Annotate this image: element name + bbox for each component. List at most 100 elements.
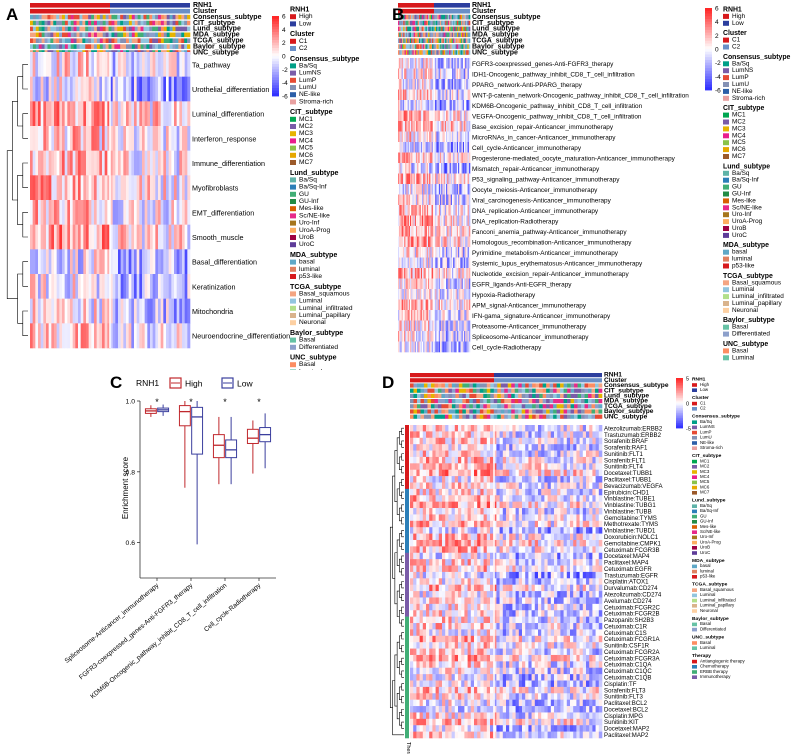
heatmap-cell (184, 298, 188, 324)
heatmap-cell (446, 89, 448, 101)
heatmap-cell (456, 341, 459, 353)
heatmap-cell (447, 184, 449, 195)
heatmap-cell (446, 58, 448, 69)
heatmap-cell (91, 224, 95, 250)
track-cell (415, 32, 417, 38)
heatmap-cell (509, 463, 513, 471)
heatmap-cell (412, 310, 414, 321)
heatmap-cell (422, 482, 427, 490)
heatmap-cell (518, 520, 523, 528)
track-cell (430, 50, 433, 55)
track-cell (143, 20, 147, 26)
heatmap-cell (408, 331, 411, 342)
heatmap-cell (43, 274, 47, 299)
heatmap-cell (139, 298, 143, 324)
heatmap-cell (468, 163, 471, 174)
track-cell (152, 20, 156, 26)
heatmap-cell (406, 289, 408, 300)
heatmap-cell (460, 58, 462, 69)
track-cell (577, 393, 582, 398)
heatmap-cell (404, 121, 406, 132)
heatmap-cell (425, 58, 428, 69)
heatmap-cell (443, 215, 446, 227)
row-label: Interferon_response (192, 134, 256, 143)
heatmap-cell (419, 58, 422, 69)
heatmap-cell (582, 437, 587, 445)
heatmap-cell (426, 194, 429, 206)
heatmap-cell (493, 431, 497, 439)
heatmap-cell (470, 456, 475, 464)
track-cell (117, 20, 121, 26)
heatmap-cell (404, 184, 406, 195)
heatmap-cell (429, 142, 431, 153)
heatmap-cell (144, 323, 148, 349)
legend-label: UroB (732, 225, 747, 232)
heatmap-cell (426, 289, 429, 300)
heatmap-cell (414, 79, 417, 90)
heatmap-cell (586, 450, 590, 458)
track-cell (413, 20, 416, 26)
heatmap-cell (410, 310, 412, 321)
heatmap-cell (424, 320, 426, 332)
track-cell (30, 8, 110, 14)
track-cell (160, 20, 165, 26)
track-cell (438, 14, 441, 20)
track-cell (149, 14, 153, 20)
heatmap-cell (160, 224, 164, 250)
track-cell (577, 404, 582, 409)
track-cell (50, 32, 54, 38)
heatmap-cell (166, 52, 169, 77)
track-cell (134, 38, 138, 43)
heatmap-cell (411, 205, 413, 216)
heatmap-cell (477, 482, 481, 490)
heatmap-cell (418, 142, 420, 153)
heatmap-cell (147, 274, 151, 299)
heatmap-cell (579, 495, 584, 502)
scale-cell (705, 65, 712, 69)
heatmap-cell (402, 289, 405, 300)
heatmap-cell (401, 110, 404, 122)
heatmap-cell (435, 268, 437, 279)
track-cell (567, 404, 571, 409)
heatmap-cell (446, 163, 448, 174)
track-cell (542, 414, 547, 419)
track-cell (158, 44, 162, 49)
heatmap-cell (104, 76, 108, 102)
heatmap-cell (557, 469, 561, 477)
heatmap-cell (470, 482, 475, 490)
heatmap-cell (158, 224, 161, 250)
track-cell (468, 14, 471, 20)
heatmap-cell (563, 463, 568, 471)
heatmap-cell (115, 150, 119, 176)
heatmap-cell (444, 299, 447, 311)
heatmap-cell (445, 469, 449, 477)
heatmap-cell (405, 173, 407, 185)
heatmap-cell (477, 463, 481, 471)
heatmap-cell (438, 444, 443, 451)
heatmap-cell (411, 194, 413, 206)
track-cell (441, 32, 443, 38)
heatmap-cell (464, 425, 468, 432)
heatmap-cell (458, 456, 462, 464)
heatmap-cell (512, 431, 516, 439)
track-cell (454, 44, 456, 49)
heatmap-cell (458, 257, 460, 269)
heatmap-cell (410, 257, 412, 269)
heatmap-cell (155, 298, 159, 324)
track-cell (405, 50, 408, 55)
track-cell (172, 38, 176, 43)
heatmap-cell (398, 110, 400, 122)
track-cell (416, 404, 421, 409)
heatmap-cell (80, 323, 84, 349)
heatmap-cell (525, 495, 529, 502)
track-cell (450, 26, 452, 32)
track-cell (563, 383, 568, 388)
heatmap-cell (456, 131, 459, 143)
track-cell (542, 399, 547, 404)
heatmap-cell (54, 224, 57, 250)
track-cell (452, 38, 455, 43)
heatmap-cell (467, 469, 472, 477)
heatmap-cell (72, 224, 76, 250)
heatmap-cell (30, 274, 33, 299)
heatmap-cell (560, 482, 564, 490)
